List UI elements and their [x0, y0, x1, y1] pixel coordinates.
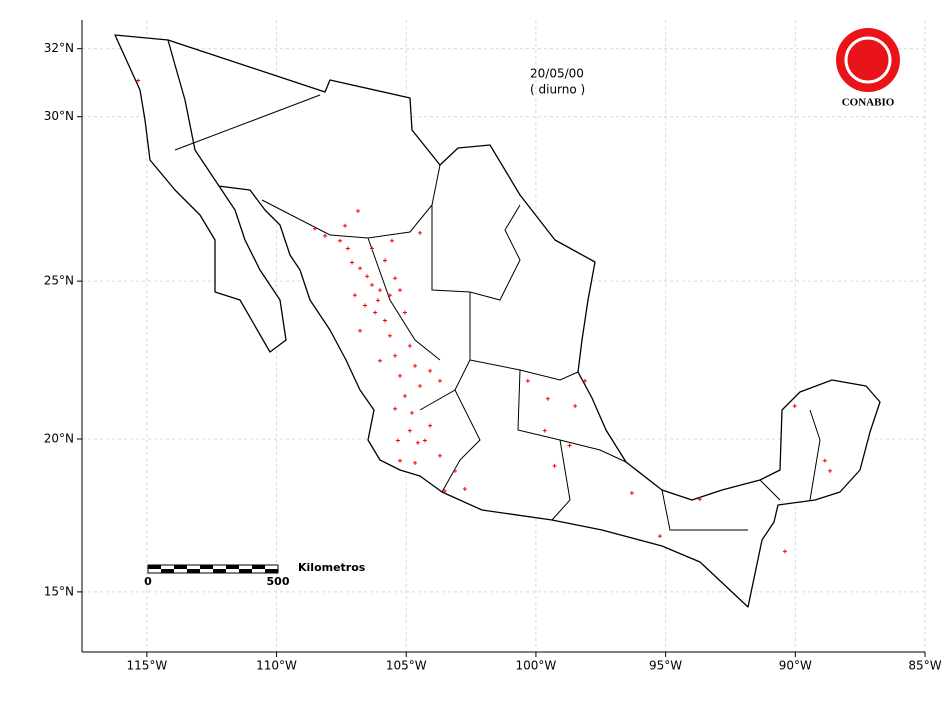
hotspot: [345, 246, 350, 251]
hotspot: [395, 438, 400, 443]
hotspot: [437, 453, 442, 458]
hotspot: [378, 358, 383, 363]
hotspot: [402, 310, 407, 315]
hotspot: [828, 468, 833, 473]
hotspot: [358, 328, 363, 333]
hotspot: [782, 549, 787, 554]
hotspot: [369, 246, 374, 251]
hotspot: [375, 298, 380, 303]
y-tick-label: 30°N: [44, 109, 74, 123]
hotspot: [323, 233, 328, 238]
hotspot: [382, 318, 387, 323]
date-annotation: 20/05/00: [530, 67, 584, 81]
hotspot: [373, 310, 378, 315]
hotspot: [312, 226, 317, 231]
hotspot: [393, 276, 398, 281]
hotspot: [358, 266, 363, 271]
hotspot: [822, 458, 827, 463]
baja-california: [114, 34, 287, 353]
hotspot: [398, 288, 403, 293]
hotspot: [393, 406, 398, 411]
hotspot: [409, 410, 414, 415]
hotspot: [413, 460, 418, 465]
y-tick-label: 32°N: [44, 41, 74, 55]
hotspot: [378, 288, 383, 293]
hotspot: [355, 209, 360, 214]
hotspot: [792, 403, 797, 408]
hotspot: [697, 497, 702, 502]
hotspot: [428, 368, 433, 373]
hotspot: [567, 443, 572, 448]
hotspot: [415, 440, 420, 445]
x-tick-label: 115°W: [126, 659, 167, 673]
y-tick-label: 15°N: [44, 584, 74, 598]
land: [114, 34, 881, 608]
hotspot: [629, 491, 634, 496]
hotspot: [350, 260, 355, 265]
hotspot: [545, 396, 550, 401]
hotspot: [417, 383, 422, 388]
hotspot: [417, 230, 422, 235]
hotspot: [393, 353, 398, 358]
hotspot: [428, 423, 433, 428]
scale-end: 500: [267, 575, 290, 588]
hotspot: [398, 373, 403, 378]
y-tick-label: 25°N: [44, 274, 74, 288]
hotspot: [407, 343, 412, 348]
hotspot: [362, 303, 367, 308]
x-tick-label: 90°W: [779, 659, 812, 673]
hotspot: [136, 78, 141, 83]
logo-ring: [844, 36, 892, 84]
logo-text: CONABIO: [842, 97, 895, 109]
x-tick-label: 110°W: [256, 659, 297, 673]
hotspot: [542, 428, 547, 433]
x-tick-label: 85°W: [908, 659, 941, 673]
hotspot: [525, 378, 530, 383]
hotspot: [402, 393, 407, 398]
x-tick-label: 100°W: [516, 659, 557, 673]
hotspot: [338, 238, 343, 243]
hotspots: [136, 78, 833, 554]
hotspot: [389, 238, 394, 243]
hotspot: [365, 274, 370, 279]
hotspot: [352, 293, 357, 298]
hotspot: [442, 489, 447, 494]
hotspot: [452, 468, 457, 473]
scale-unit: Kilometros: [298, 561, 366, 574]
hotspot: [398, 458, 403, 463]
state-borders: [174, 94, 821, 531]
hotspot: [413, 363, 418, 368]
scale-bar: 0 500 Kilometros: [144, 561, 366, 588]
scale-ticks: [148, 565, 278, 573]
hotspot: [387, 333, 392, 338]
hotspot: [343, 223, 348, 228]
period-annotation: ( diurno ): [530, 83, 585, 97]
hotspot: [369, 283, 374, 288]
hotspot: [422, 438, 427, 443]
hotspot: [552, 463, 557, 468]
x-tick-label: 105°W: [386, 659, 427, 673]
x-tick-label: 95°W: [649, 659, 682, 673]
hotspot: [573, 403, 578, 408]
y-tick-label: 20°N: [44, 431, 74, 445]
hotspot: [382, 258, 387, 263]
logo: CONABIO: [836, 28, 900, 109]
mainland: [164, 39, 881, 608]
hotspot: [387, 293, 392, 298]
hotspot: [437, 378, 442, 383]
hotspot: [407, 428, 412, 433]
hotspot: [582, 378, 587, 383]
hotspot: [657, 534, 662, 539]
hotspot: [462, 487, 467, 492]
scale-start: 0: [144, 575, 152, 588]
